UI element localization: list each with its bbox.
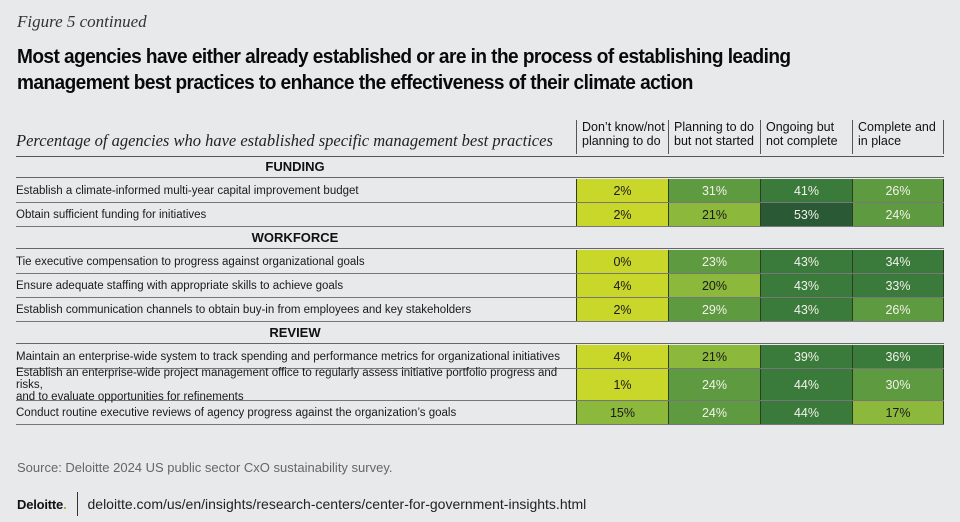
row-label: Establish an enterprise-wide project man… [16, 366, 571, 403]
value-cell: 43% [760, 250, 852, 273]
value-cell: 21% [668, 345, 760, 368]
column-header-line: Don’t know/not [582, 120, 665, 134]
table-header: Percentage of agencies who have establis… [16, 118, 944, 157]
table-row: Maintain an enterprise-wide system to tr… [16, 345, 944, 369]
data-table: Percentage of agencies who have establis… [16, 118, 944, 425]
row-label: Conduct routine executive reviews of age… [16, 406, 457, 419]
figure-label: Figure 5 continued [17, 12, 147, 31]
table-row: Establish communication channels to obta… [16, 298, 944, 322]
value-cell: 31% [668, 179, 760, 202]
value-cell: 17% [852, 401, 944, 424]
row-label: Establish communication channels to obta… [16, 303, 472, 316]
value-cell: 43% [760, 274, 852, 297]
row-label: Establish a climate-informed multi-year … [16, 184, 359, 197]
source-note: Source: Deloitte 2024 US public sector C… [17, 460, 393, 475]
row-label: Obtain sufficient funding for initiative… [16, 208, 207, 221]
value-cell: 36% [852, 345, 944, 368]
value-cell: 20% [668, 274, 760, 297]
section-header-funding: FUNDING [16, 157, 944, 178]
value-cell: 2% [576, 298, 668, 321]
table-row: Establish an enterprise-wide project man… [16, 366, 944, 403]
footer: Deloitte. deloitte.com/us/en/insights/re… [17, 492, 586, 516]
value-cell: 1% [576, 369, 668, 400]
title-line-2: management best practices to enhance the… [17, 71, 693, 94]
value-cell: 21% [668, 203, 760, 226]
column-header: Complete and in place [852, 120, 944, 154]
value-cell: 53% [760, 203, 852, 226]
table-row: Tie executive compensation to progress a… [16, 250, 944, 274]
value-cell: 4% [576, 274, 668, 297]
table-row: Obtain sufficient funding for initiative… [16, 203, 944, 227]
value-cell: 4% [576, 345, 668, 368]
value-cell: 39% [760, 345, 852, 368]
column-header-line: Complete and [858, 120, 936, 134]
chart-title: Most agencies have either already establ… [17, 44, 910, 96]
logo-dot: . [63, 496, 67, 512]
value-cell: 41% [760, 179, 852, 202]
value-cell: 2% [576, 179, 668, 202]
row-label: Maintain an enterprise-wide system to tr… [16, 350, 560, 363]
column-header-line: in place [858, 134, 902, 148]
value-cell: 43% [760, 298, 852, 321]
section-header-review: REVIEW [16, 323, 944, 344]
value-cell: 15% [576, 401, 668, 424]
value-cell: 23% [668, 250, 760, 273]
value-cell: 26% [852, 179, 944, 202]
section-header-workforce: WORKFORCE [16, 228, 944, 249]
value-cell: 24% [668, 369, 760, 400]
value-cell: 44% [760, 369, 852, 400]
title-line-1: Most agencies have either already establ… [17, 45, 791, 68]
row-label-line: and to evaluate opportunities for refine… [16, 390, 244, 403]
deloitte-logo: Deloitte. [17, 497, 67, 512]
table-row: Conduct routine executive reviews of age… [16, 401, 944, 425]
value-cell: 30% [852, 369, 944, 400]
value-cell: 26% [852, 298, 944, 321]
column-header: Don’t know/not planning to do [576, 120, 668, 154]
value-cell: 29% [668, 298, 760, 321]
value-cell: 44% [760, 401, 852, 424]
column-header-line: not complete [766, 134, 838, 148]
logo-text: Deloitte [17, 496, 64, 512]
column-header-line: but not started [674, 134, 754, 148]
value-cell: 0% [576, 250, 668, 273]
footer-url-link[interactable]: deloitte.com/us/en/insights/research-cen… [87, 496, 587, 512]
row-label-line: Establish an enterprise-wide project man… [16, 366, 558, 391]
table-row: Establish a climate-informed multi-year … [16, 179, 944, 203]
table-body: FUNDING Establish a climate-informed mult… [16, 157, 944, 425]
column-header: Ongoing but not complete [760, 120, 852, 154]
column-header-line: planning to do [582, 134, 661, 148]
row-label: Tie executive compensation to progress a… [16, 255, 365, 268]
value-cell: 2% [576, 203, 668, 226]
column-header-line: Ongoing but [766, 120, 835, 134]
column-header: Planning to do but not started [668, 120, 760, 154]
value-cell: 24% [852, 203, 944, 226]
value-cell: 33% [852, 274, 944, 297]
footer-divider [76, 492, 78, 516]
value-cell: 34% [852, 250, 944, 273]
table-description: Percentage of agencies who have establis… [16, 131, 553, 150]
value-cell: 24% [668, 401, 760, 424]
row-label: Ensure adequate staffing with appropriat… [16, 279, 344, 292]
table-row: Ensure adequate staffing with appropriat… [16, 274, 944, 298]
column-header-line: Planning to do [674, 120, 754, 134]
